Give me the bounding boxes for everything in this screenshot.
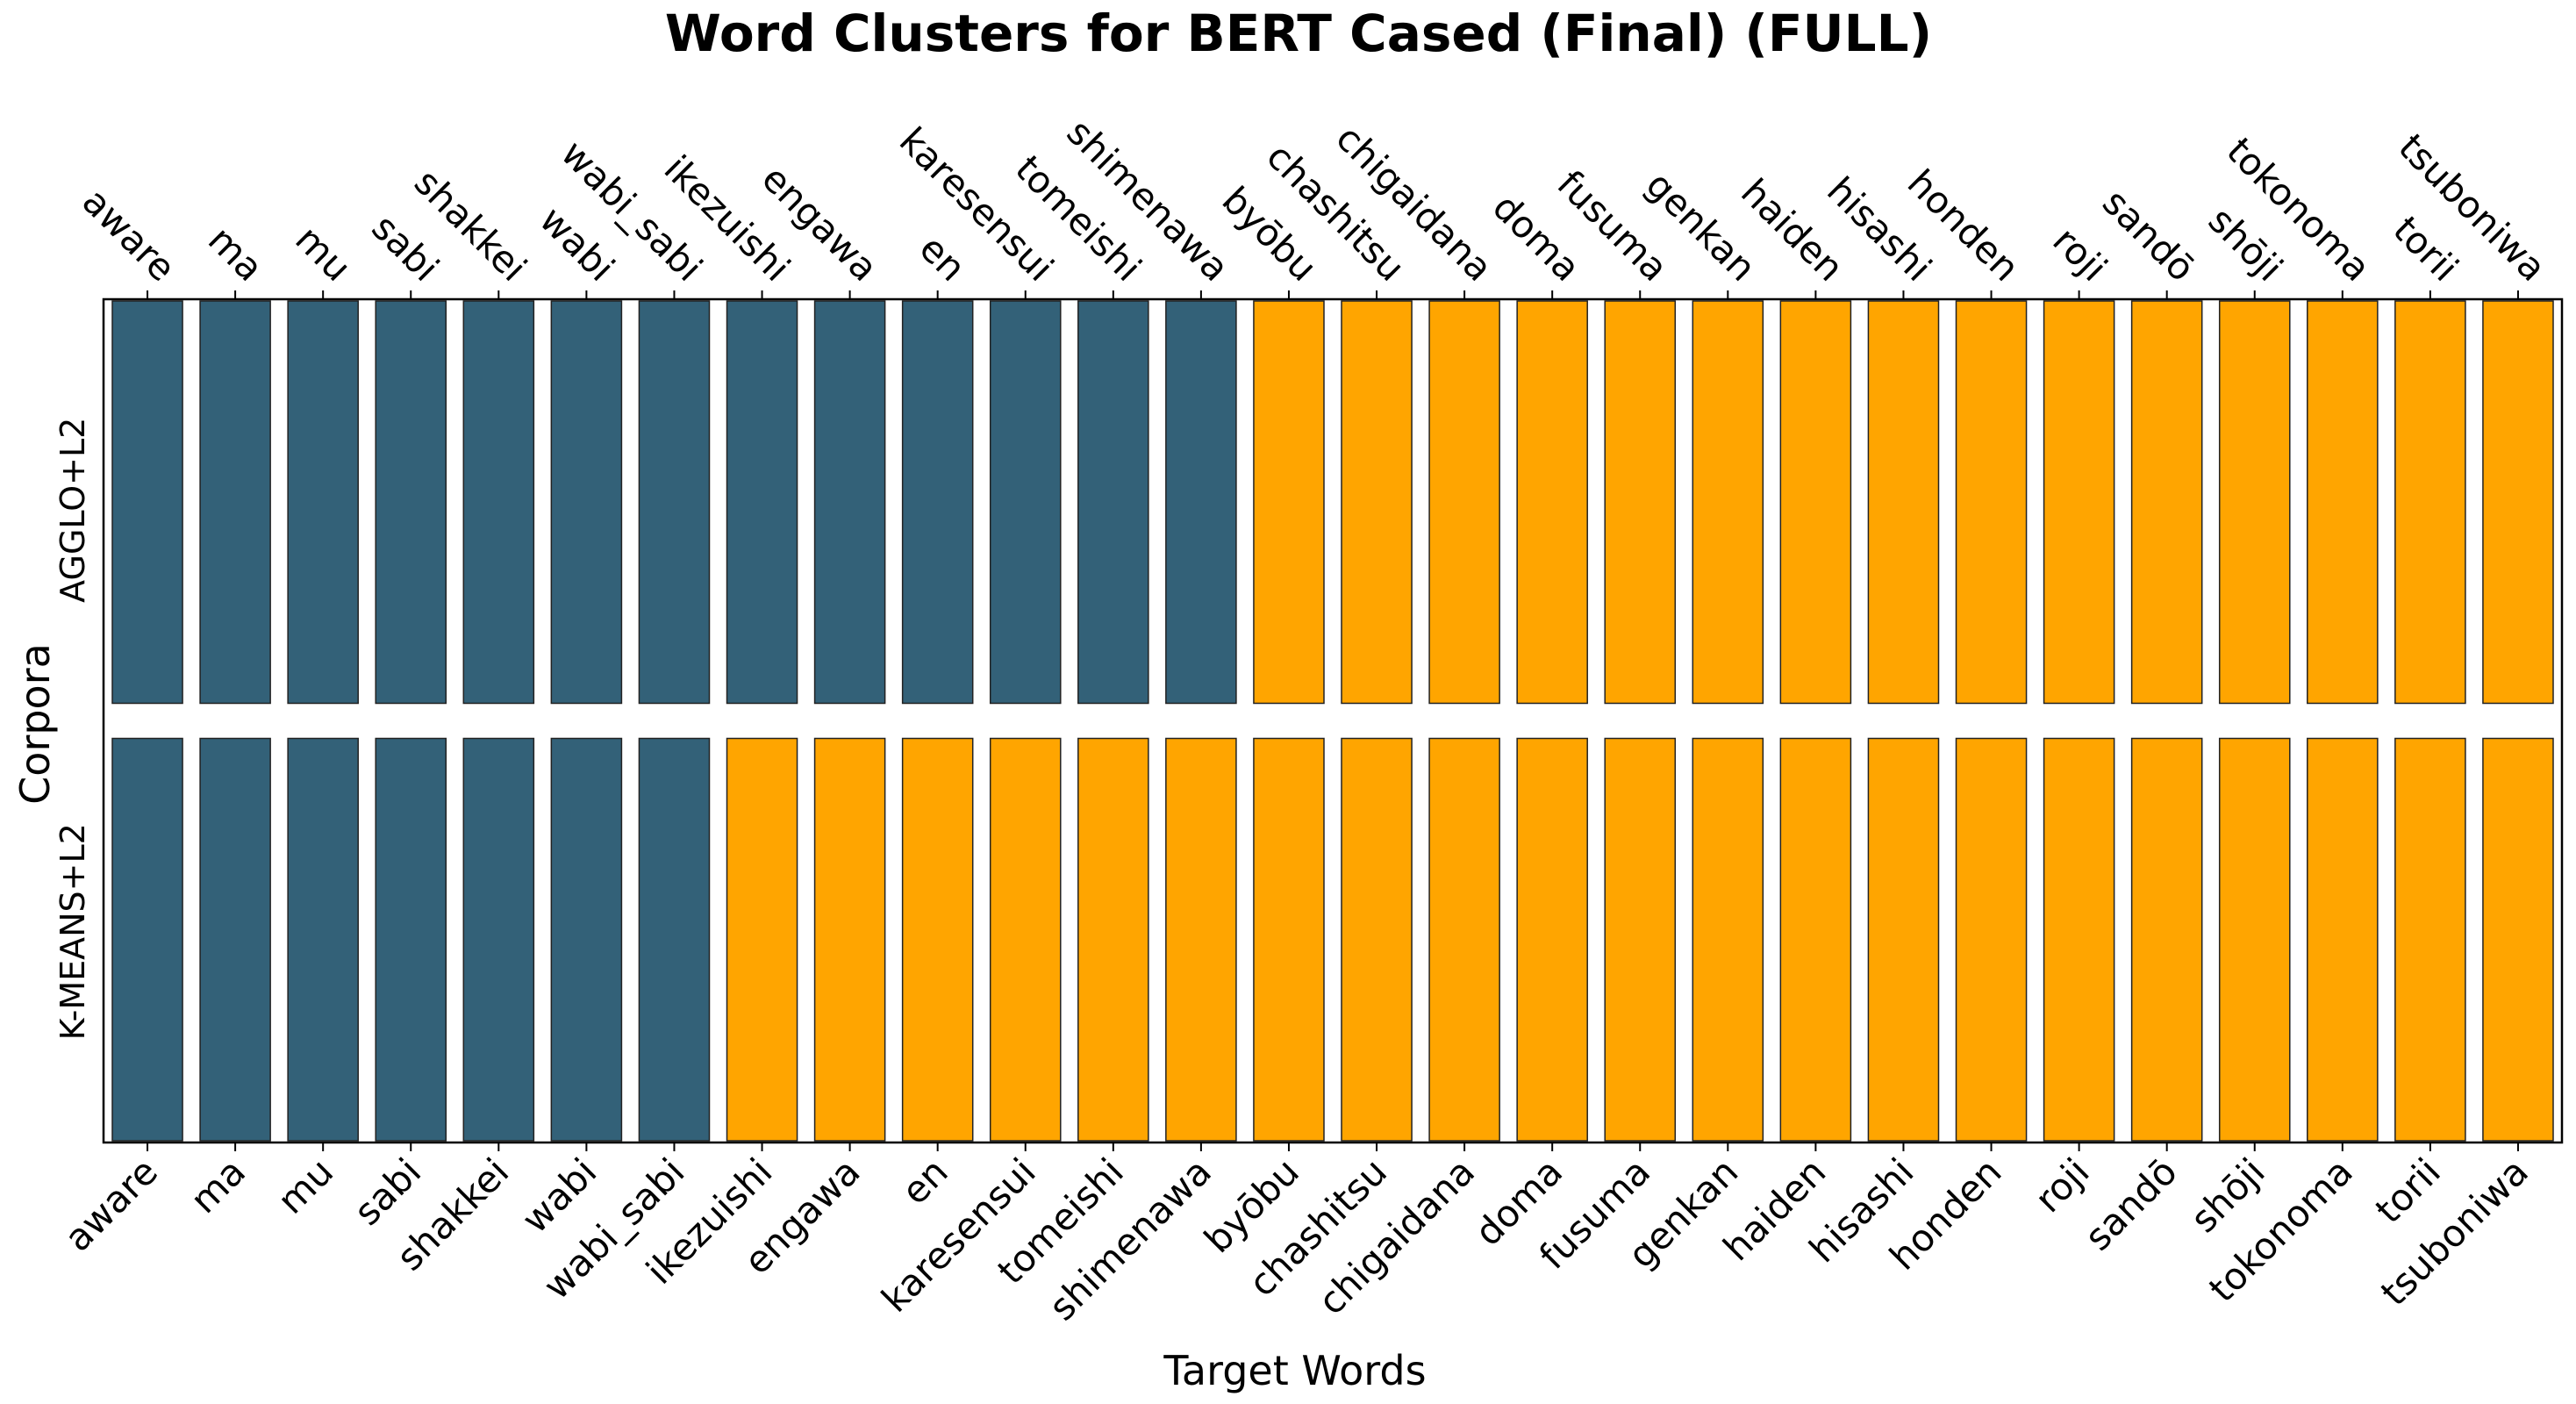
cell-1-10	[989, 737, 1062, 1142]
bottom-tick-labels: aware ma mu sabishakkeiwabiwabi_sabiikezuis…	[56, 1150, 2537, 1329]
cell-0-25	[2307, 300, 2379, 705]
cell-0-2	[287, 300, 359, 705]
cell-1-24	[2218, 737, 2291, 1142]
cell-1-8	[813, 737, 886, 1142]
cell-0-4	[462, 300, 535, 705]
cell-0-5	[550, 300, 623, 705]
top-tick-labels: aware ma mu sabishakkeiwabiwabi_sabiikezuis…	[74, 111, 2554, 290]
cell-0-18	[1692, 300, 1764, 705]
bottom-tick-label-0: aware	[56, 1150, 166, 1259]
cell-0-3	[375, 300, 447, 705]
bottom-tick-label-1: ma	[182, 1150, 254, 1221]
cell-0-11	[1077, 300, 1149, 705]
cell-0-9	[901, 300, 974, 705]
cell-0-0	[111, 300, 183, 705]
chart-title: Word Clusters for BERT Cased (Final) (FU…	[665, 4, 1932, 63]
cell-0-10	[989, 300, 1062, 705]
top-tick-label-9: en	[912, 226, 975, 290]
cell-1-20	[1867, 737, 1940, 1142]
cell-1-15	[1428, 737, 1500, 1142]
cell-1-18	[1692, 737, 1764, 1142]
cell-0-22	[2043, 300, 2115, 705]
cell-1-22	[2043, 737, 2115, 1142]
row-label-1: K-MEANS+L2	[54, 823, 92, 1040]
cell-0-7	[726, 300, 798, 705]
row-label-0: AGGLO+L2	[54, 418, 92, 603]
bottom-tick-label-9: en	[893, 1150, 956, 1213]
x-axis-label: Target Words	[1163, 1347, 1426, 1394]
cell-1-25	[2307, 737, 2379, 1142]
cell-1-14	[1341, 737, 1413, 1142]
row-labels: AGGLO+L2 K-MEANS+L2	[54, 418, 92, 1041]
cell-0-20	[1867, 300, 1940, 705]
cell-0-13	[1253, 300, 1325, 705]
cell-1-11	[1077, 737, 1149, 1142]
cell-1-1	[199, 737, 271, 1142]
cell-1-12	[1165, 737, 1237, 1142]
cell-1-9	[901, 737, 974, 1142]
cell-1-7	[726, 737, 798, 1142]
cell-0-1	[199, 300, 271, 705]
cell-1-26	[2394, 737, 2466, 1142]
plot-frame	[102, 297, 2564, 1144]
cell-0-21	[1955, 300, 2028, 705]
cell-0-24	[2218, 300, 2291, 705]
cell-1-17	[1604, 737, 1677, 1142]
top-tick-label-23: sandō	[2094, 181, 2203, 290]
cell-0-23	[2130, 300, 2203, 705]
y-axis-label: Corpora	[11, 643, 59, 805]
bottom-tick-label-2: mu	[269, 1150, 341, 1221]
cell-0-26	[2394, 300, 2466, 705]
top-tick-label-22: roji	[2044, 218, 2115, 290]
cell-1-4	[462, 737, 535, 1142]
cell-0-19	[1779, 300, 1852, 705]
cell-0-8	[813, 300, 886, 705]
cell-1-19	[1779, 737, 1852, 1142]
cell-0-14	[1341, 300, 1413, 705]
bottom-tick-label-22: roji	[2027, 1150, 2098, 1221]
top-tick-label-0: aware	[74, 180, 183, 290]
cell-1-21	[1955, 737, 2028, 1142]
top-tick-label-1: ma	[200, 218, 272, 290]
cell-1-2	[287, 737, 359, 1142]
cell-1-0	[111, 737, 183, 1142]
heatmap-cells	[111, 300, 2554, 1142]
cell-1-13	[1253, 737, 1325, 1142]
top-tick-label-2: mu	[287, 218, 359, 290]
cell-1-27	[2482, 737, 2554, 1142]
cell-1-6	[638, 737, 711, 1142]
cell-0-12	[1165, 300, 1237, 705]
cell-1-23	[2130, 737, 2203, 1142]
cell-0-27	[2482, 300, 2554, 705]
cell-1-16	[1516, 737, 1588, 1142]
cell-0-15	[1428, 300, 1500, 705]
top-tick-label-26: torii	[2385, 208, 2466, 290]
cell-0-17	[1604, 300, 1677, 705]
tick-marks	[147, 290, 2519, 1151]
cell-0-16	[1516, 300, 1588, 705]
bottom-tick-label-23: sandō	[2077, 1150, 2186, 1258]
cell-1-3	[375, 737, 447, 1142]
cell-0-6	[638, 300, 711, 705]
cell-1-5	[550, 737, 623, 1142]
